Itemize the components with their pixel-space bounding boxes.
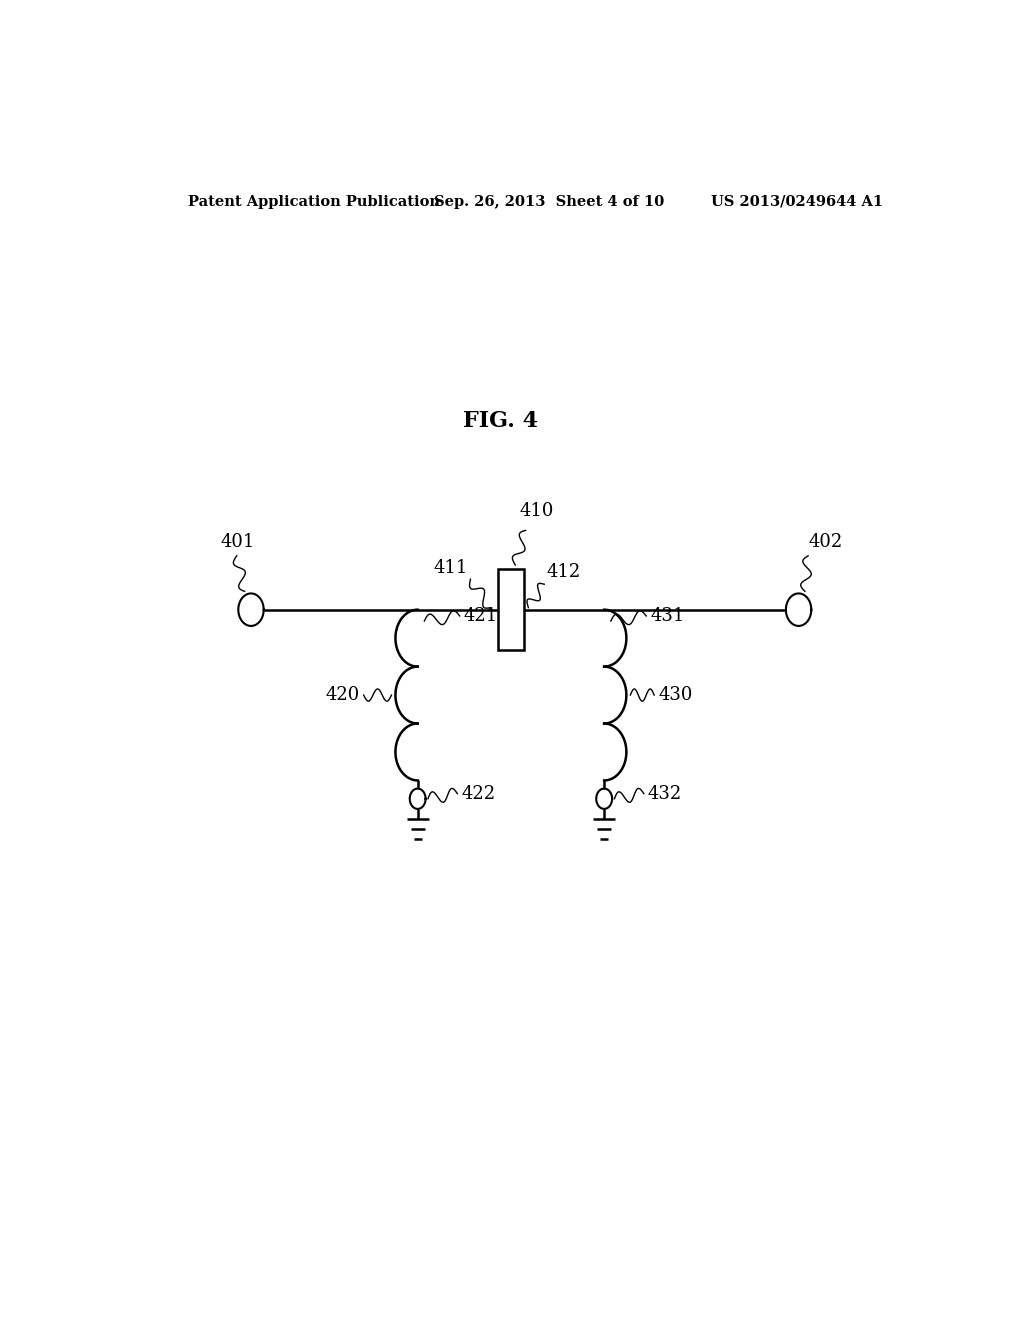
Text: Sep. 26, 2013  Sheet 4 of 10: Sep. 26, 2013 Sheet 4 of 10	[433, 195, 664, 209]
Bar	[499, 569, 524, 651]
Text: US 2013/0249644 A1: US 2013/0249644 A1	[712, 195, 884, 209]
Text: 422: 422	[461, 784, 496, 803]
Text: 401: 401	[221, 533, 255, 550]
Text: 412: 412	[547, 564, 581, 581]
Text: 410: 410	[519, 502, 554, 520]
Text: 402: 402	[808, 533, 843, 550]
Text: Patent Application Publication: Patent Application Publication	[187, 195, 439, 209]
Text: FIG. 4: FIG. 4	[464, 409, 539, 432]
Text: 420: 420	[326, 686, 359, 704]
Text: 421: 421	[464, 607, 498, 624]
Text: 431: 431	[650, 607, 685, 624]
Text: 411: 411	[434, 560, 468, 577]
Text: 430: 430	[658, 686, 692, 704]
Text: 432: 432	[648, 784, 682, 803]
